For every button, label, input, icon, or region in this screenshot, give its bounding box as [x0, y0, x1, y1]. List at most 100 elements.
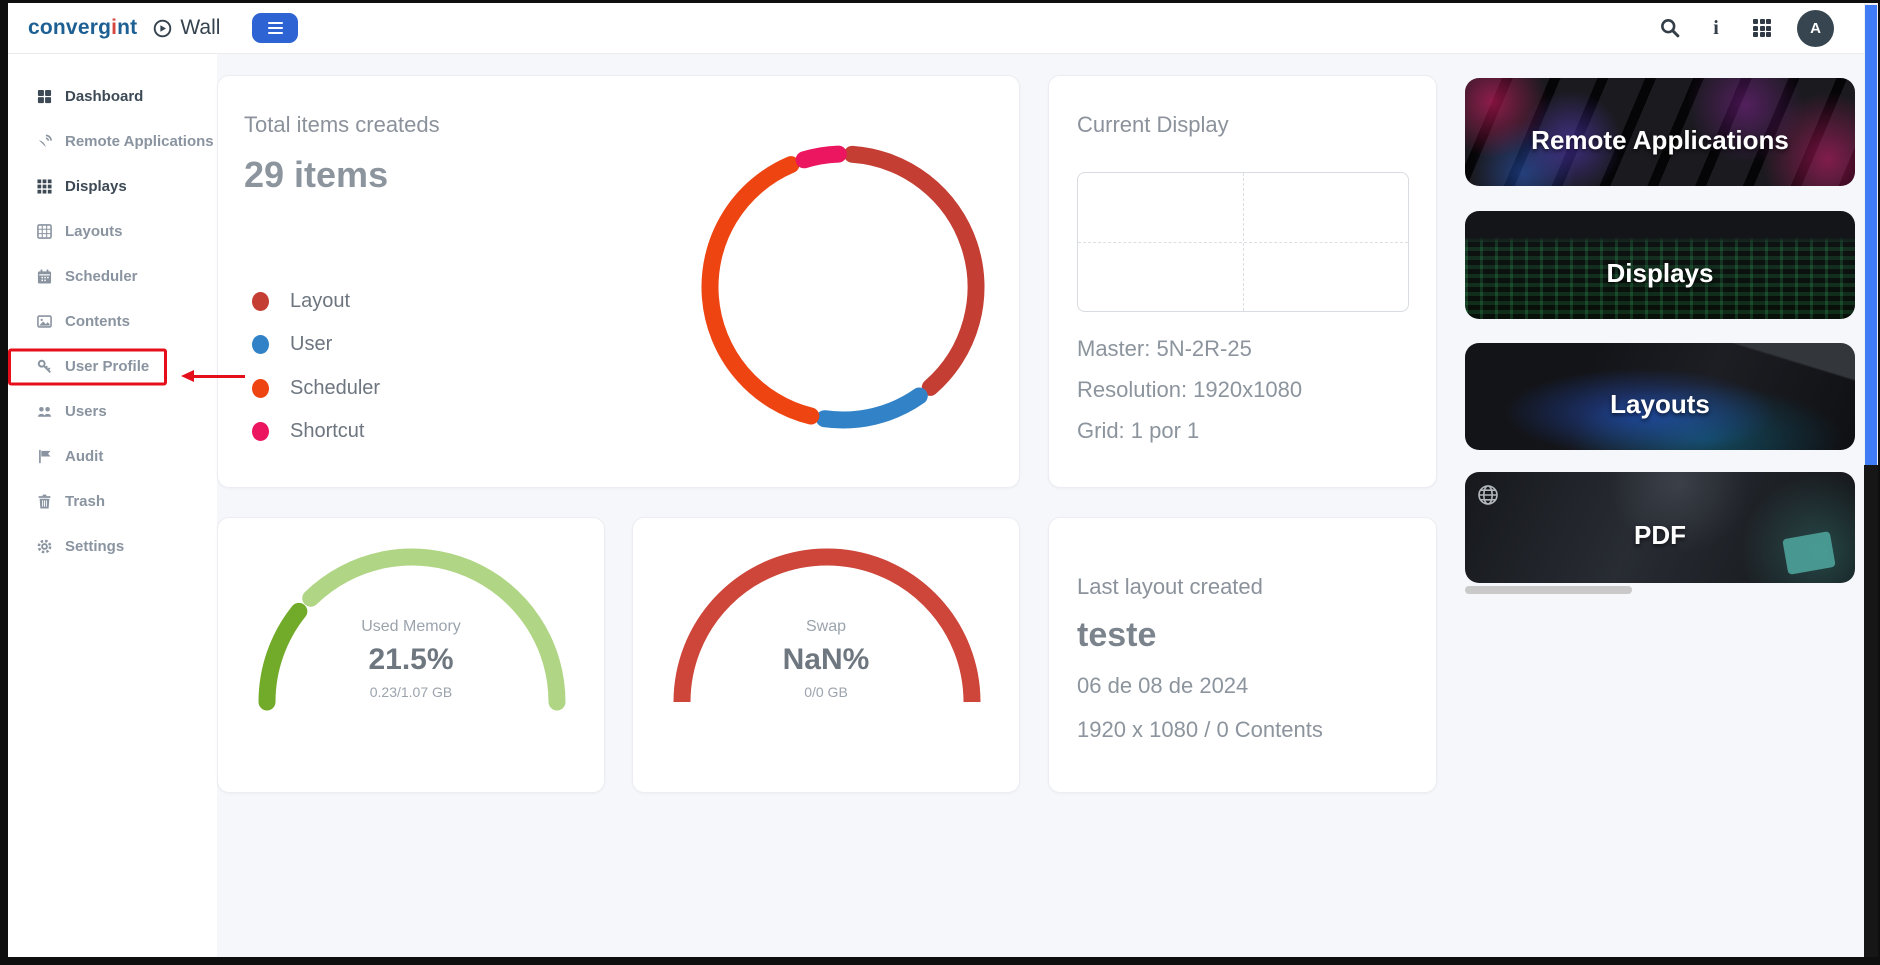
- legend-label: Scheduler: [290, 376, 381, 399]
- display-grid: Grid: 1 por 1: [1077, 418, 1200, 443]
- gauge-arc-fill: [258, 602, 308, 711]
- users-icon: [36, 404, 52, 420]
- user-profile-icon: [36, 359, 52, 375]
- sidebar-item-user-profile[interactable]: User Profile: [8, 344, 217, 389]
- legend-item-scheduler: Scheduler: [252, 376, 381, 399]
- used-memory-sub: 0.23/1.07 GB: [369, 684, 453, 700]
- sidebar-item-label: Settings: [65, 538, 125, 555]
- sidebar-item-label: Displays: [65, 178, 127, 195]
- swap-sub: 0/0 GB: [804, 684, 848, 700]
- audit-icon: [36, 449, 52, 465]
- display-master: Master: 5N-2R-25: [1077, 336, 1252, 361]
- legend-item-user: User: [252, 333, 332, 355]
- quick-link-pdf[interactable]: PDF: [1465, 472, 1855, 583]
- sidebar-item-label: User Profile: [65, 358, 150, 375]
- sidebar-item-settings[interactable]: Settings: [8, 524, 217, 569]
- last-layout-name: teste: [1077, 616, 1157, 654]
- used-memory-card: Used Memory 21.5% 0.23/1.07 GB: [217, 517, 605, 793]
- legend-dot: [252, 291, 269, 311]
- sidebar-item-layouts[interactable]: Layouts: [8, 209, 217, 254]
- quick-link-displays[interactable]: Displays: [1465, 211, 1855, 319]
- window-scrollbar: [1864, 3, 1878, 957]
- sidebar-item-label: Layouts: [65, 223, 123, 240]
- sidebar-item-scheduler[interactable]: Scheduler: [8, 254, 217, 299]
- sidebar-item-label: Audit: [65, 448, 104, 465]
- dashboard-icon: [36, 89, 52, 105]
- top-bar: convergint Wall i A: [8, 3, 1864, 54]
- sidebar-item-trash[interactable]: Trash: [8, 479, 217, 524]
- legend-label: Shortcut: [290, 420, 365, 442]
- total-items-title: Total items createds: [244, 112, 440, 137]
- sidebar-item-users[interactable]: Users: [8, 389, 217, 434]
- hamburger-menu-button[interactable]: [252, 13, 299, 43]
- play-circle-icon: [151, 17, 173, 39]
- avatar[interactable]: A: [1797, 9, 1834, 47]
- globe-icon: [1478, 485, 1498, 505]
- swap-card: Swap NaN% 0/0 GB: [632, 517, 1020, 793]
- trash-icon: [36, 494, 52, 510]
- last-layout-card: Last layout created teste 06 de 08 de 20…: [1048, 517, 1437, 793]
- used-memory-label: Used Memory: [361, 618, 461, 635]
- legend-dot: [252, 422, 269, 441]
- quick-link-layouts[interactable]: Layouts: [1465, 343, 1855, 450]
- sidebar-item-contents[interactable]: Contents: [8, 299, 217, 344]
- legend-item-layout: Layout: [252, 289, 351, 312]
- gauge-arc-full: [673, 548, 981, 703]
- used-memory-gauge: [258, 548, 566, 711]
- current-display-title: Current Display: [1077, 112, 1229, 137]
- layouts-icon: [36, 224, 52, 240]
- total-items-count: 29 items: [244, 154, 389, 195]
- quick-link-label: Displays: [1606, 257, 1714, 288]
- legend-dot: [252, 378, 269, 398]
- search-icon[interactable]: [1659, 17, 1681, 39]
- scheduler-icon: [36, 269, 52, 285]
- sidebar-item-label: Users: [65, 403, 107, 420]
- sidebar-item-remote-applications[interactable]: Remote Applications: [8, 119, 217, 164]
- gauge-arc-track: [302, 548, 566, 711]
- legend-dot: [252, 335, 269, 354]
- quick-links-column: Remote Applications Displays Layouts PDF: [1465, 78, 1855, 608]
- last-layout-meta: 1920 x 1080 / 0 Contents: [1077, 717, 1323, 742]
- current-display-card: Current Display Master: 5N-2R-25 Resolut…: [1048, 75, 1437, 488]
- last-layout-date: 06 de 08 de 2024: [1077, 673, 1249, 698]
- display-resolution: Resolution: 1920x1080: [1077, 377, 1303, 402]
- sidebar-item-label: Trash: [65, 493, 106, 510]
- quick-link-label: Layouts: [1610, 389, 1710, 419]
- sidebar-item-displays[interactable]: Displays: [8, 164, 217, 209]
- quick-link-label: PDF: [1634, 520, 1686, 550]
- legend-label: Layout: [290, 289, 351, 312]
- donut-segment-layout: [843, 145, 985, 396]
- quick-links-scrollbar[interactable]: [1465, 586, 1632, 594]
- sidebar-item-label: Scheduler: [65, 268, 138, 285]
- scrollbar-thumb[interactable]: [1865, 5, 1877, 465]
- main-content: Total items createds 29 items Layout User…: [217, 54, 1864, 957]
- convergint-logo: convergint: [28, 16, 138, 39]
- quick-link-label: Remote Applications: [1531, 124, 1789, 155]
- scrollbar-track-lower: [1864, 465, 1878, 957]
- settings-icon: [36, 539, 52, 555]
- topbar-actions: i A: [1659, 9, 1834, 47]
- remote-applications-icon: [36, 134, 52, 150]
- sidebar-item-label: Contents: [65, 313, 130, 330]
- logo-red-i: i: [111, 16, 118, 39]
- sidebar-item-label: Dashboard: [65, 88, 144, 105]
- legend-item-shortcut: Shortcut: [252, 420, 365, 442]
- apps-grid-icon[interactable]: [1751, 17, 1773, 39]
- donut-chart: [701, 145, 985, 429]
- sidebar-item-audit[interactable]: Audit: [8, 434, 217, 479]
- total-items-card: Total items createds 29 items Layout User…: [217, 75, 1020, 488]
- sidebar-item-dashboard[interactable]: Dashboard: [8, 74, 217, 119]
- product-wall: Wall: [151, 16, 220, 40]
- app: convergint Wall i A Dashboard Rem: [8, 3, 1864, 957]
- info-icon[interactable]: i: [1713, 16, 1719, 39]
- sidebar-item-label: Remote Applications: [65, 133, 214, 150]
- used-memory-value: 21.5%: [368, 643, 454, 676]
- quick-link-remote-applications[interactable]: Remote Applications: [1465, 78, 1855, 186]
- donut-segment-scheduler: [701, 156, 820, 425]
- last-layout-title: Last layout created: [1077, 574, 1263, 599]
- sidebar-nav: Dashboard Remote Applications Displays Layo…: [8, 54, 217, 957]
- swap-label: Swap: [805, 618, 847, 635]
- donut-segment-shortcut: [795, 145, 847, 169]
- donut-segment-user: [815, 387, 928, 429]
